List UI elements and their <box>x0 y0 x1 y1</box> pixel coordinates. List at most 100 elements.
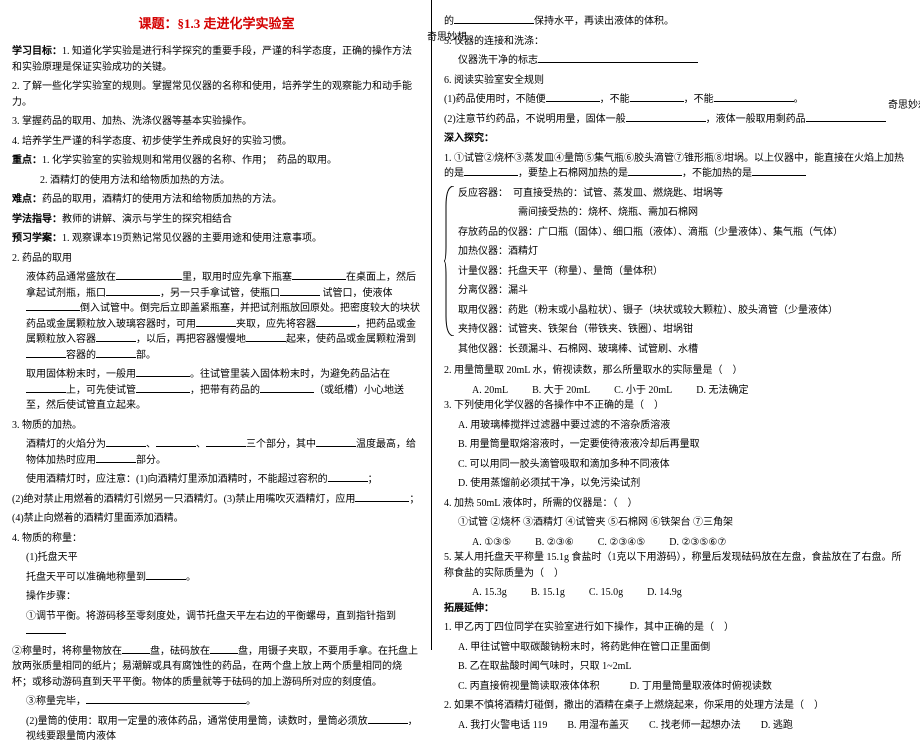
method-label: 学法指导： <box>12 214 62 225</box>
blank[interactable] <box>328 472 368 482</box>
blank[interactable] <box>136 367 190 377</box>
hardpoint-text: 药品的取用，酒精灯的使用方法和给物质加热的方法。 <box>42 194 282 205</box>
blank[interactable] <box>260 383 314 393</box>
brace-l1a: 反应容器： 可直接受热的：试管、蒸发皿、燃烧匙、坩埚等 <box>458 186 910 202</box>
q2d: D. 无法确定 <box>696 383 748 399</box>
blank[interactable] <box>246 332 286 342</box>
s4i-line: ③称量完毕，。 <box>12 694 421 710</box>
e2b: B. 用湿布盖灭 <box>567 720 629 731</box>
q2b: B. 大于 20mL <box>532 383 590 399</box>
blank[interactable] <box>26 383 66 393</box>
brace-l2: 存放药品的仪器：广口瓶（固体）、细口瓶（液体）、滴瓶（少量液体）、集气瓶（气体） <box>458 225 910 241</box>
section-2-body2: 取用固体粉末时，一般用。往试管里装入固体粉末时，为避免药品沾在上，可先使试管，把… <box>12 367 421 414</box>
q4od: D. ②③⑤⑥⑦ <box>669 535 726 551</box>
q4oc: C. ②③④⑤ <box>598 535 646 551</box>
q4a: ①试管 ②烧杯 ③酒精灯 ④试管夹 ⑤石棉网 ⑥铁架台 ⑦三角架 <box>444 515 910 531</box>
blank[interactable] <box>196 317 236 327</box>
s4f: ②称量时，将称量物放在 <box>12 646 122 657</box>
blank[interactable] <box>752 166 806 176</box>
r3b: ，不能 <box>600 94 630 105</box>
blank[interactable] <box>538 53 698 63</box>
s3c: 、 <box>196 439 206 450</box>
blank[interactable] <box>116 270 182 280</box>
s2j: 起来，使药品或金属颗粒滑到 <box>286 334 416 345</box>
s3d: 三个部分，其中 <box>246 439 316 450</box>
s4k-line: (2)量筒的使用：取用一定量的液体药品，通常使用量筒，读数时，量筒必须放，视线要… <box>12 714 421 745</box>
q5: 5. 某人用托盘天平称量 15.1g 食盐时（1克以下用游码），称量后发现砝码放… <box>444 550 910 581</box>
blank[interactable] <box>628 166 682 176</box>
e2c: C. 找老师一起想办法 <box>649 720 741 731</box>
q4-opts: A. ①③⑤ B. ②③⑥ C. ②③④⑤ D. ②③⑤⑥⑦ <box>444 535 910 551</box>
q4: 4. 加热 50mL 液体时，所需的仪器是：（ ） <box>444 496 910 512</box>
blank[interactable] <box>368 714 408 724</box>
blank[interactable] <box>714 92 794 102</box>
s4g: 盘，砝码放在 <box>150 646 210 657</box>
r1-line: 的保持水平，再读出液体的体积。 <box>444 14 910 30</box>
s4c: 。 <box>186 572 196 583</box>
blank[interactable] <box>280 286 320 296</box>
blank[interactable] <box>136 383 190 393</box>
preview-label: 预习学案： <box>12 233 62 244</box>
blank[interactable] <box>355 492 409 502</box>
brace-l6: 取用仪器：药匙（粉末或小晶粒状）、镊子（块状或较大颗粒）、胶头滴管（少量液体） <box>458 303 910 319</box>
blank[interactable] <box>26 301 80 311</box>
blank[interactable] <box>292 270 346 280</box>
blank[interactable] <box>86 694 246 704</box>
blank[interactable] <box>106 286 160 296</box>
blank[interactable] <box>454 14 534 24</box>
e1: 1. 甲乙丙丁四位同学在实验室进行如下操作，其中正确的是（ ） <box>444 620 910 636</box>
e1a: A. 甲往试管中取碳酸钠粉末时，将药匙伸在管口正里面倒 <box>444 640 910 656</box>
blank[interactable] <box>316 317 356 327</box>
goal-2: 2. 了解一些化学实验室的规则。掌握常见仪器的名称和使用，培养学生的观察能力和动… <box>12 79 421 110</box>
s4d: 操作步骤： <box>12 589 421 605</box>
method-text: 教师的讲解、演示与学生的探究相结合 <box>62 214 232 225</box>
brace-icon <box>444 186 456 336</box>
s4k: (2)量筒的使用：取用一定量的液体药品，通常使用量筒，读数时，量筒必须放 <box>26 716 368 727</box>
section-3-body2: 使用酒精灯时，应注意：(1)向酒精灯里添加酒精时，不能超过容积的； <box>12 472 421 488</box>
goals-block: 学习目标：1. 知道化学实验是进行科学探究的重要手段，严谨的科学态度，正确的操作… <box>12 44 421 75</box>
blank[interactable] <box>106 437 146 447</box>
r3e: (2)注意节约药品，不说明用量，固体一般 <box>444 114 626 125</box>
blank[interactable] <box>546 92 600 102</box>
blank[interactable] <box>464 166 518 176</box>
blank[interactable] <box>96 332 136 342</box>
e2: 2. 如果不慎将酒精灯碰倒，撒出的酒精在桌子上燃烧起来，你采用的处理方法是（ ） <box>444 698 910 714</box>
blank[interactable] <box>316 437 356 447</box>
blank[interactable] <box>96 453 136 463</box>
q4oa: A. ①③⑤ <box>472 535 511 551</box>
s2e: 试管口，使液体 <box>323 288 393 299</box>
blank[interactable] <box>156 437 196 447</box>
keypoint-2: 2. 酒精灯的使用方法和给物质加热的方法。 <box>12 173 421 189</box>
s4e: ①调节平衡。将游码移至零刻度处，调节托盘天平左右边的平衡螺母，直到指针指到 <box>26 611 396 622</box>
section-4-head: 4. 物质的称量： <box>12 531 421 547</box>
blank[interactable] <box>26 348 66 358</box>
blank[interactable] <box>210 644 238 654</box>
preview-1: 1. 观察课本19页熟记常见仪器的主要用途和使用注意事项。 <box>62 233 322 244</box>
e1cd: C. 丙直接俯视量筒读取液体体积 D. 丁用量筒量取液体时俯视读数 <box>444 679 910 695</box>
s3j: ； <box>409 494 419 505</box>
blank[interactable] <box>96 348 136 358</box>
q5c: C. 15.0g <box>589 585 623 601</box>
e2d: D. 逃跑 <box>761 720 793 731</box>
blank[interactable] <box>806 112 886 122</box>
q2: 2. 用量筒量取 20mL 水，俯视读数，那么所量取水的实际量是（ ） <box>444 363 910 379</box>
blank[interactable] <box>206 437 246 447</box>
blank[interactable] <box>630 92 684 102</box>
q4ob: B. ②③⑥ <box>535 535 574 551</box>
blank[interactable] <box>626 112 706 122</box>
r3e-line: (2)注意节约药品，不说明用量，固体一般，液体一般取用剩药品 <box>444 112 910 128</box>
page: 课题：§1.3 走进化学实验室 学习目标：1. 知道化学实验是进行科学探究的重要… <box>0 0 920 650</box>
s2i: ，以后，再把容器慢慢地 <box>136 334 246 345</box>
s3g: 使用酒精灯时，应注意：(1)向酒精灯里添加酒精时，不能超过容积的 <box>26 474 328 485</box>
blank[interactable] <box>146 570 186 580</box>
r2: 5. 仪器的连接和洗涤： <box>444 34 910 50</box>
r3a-line: (1)药品使用时，不随便，不能，不能。 <box>444 92 910 108</box>
q2c: C. 小于 20mL <box>614 383 672 399</box>
blank[interactable] <box>122 644 150 654</box>
s4j: 。 <box>246 696 256 707</box>
s2r: ，然后使试管直立起来。 <box>36 400 146 411</box>
lesson-title: 课题：§1.3 走进化学实验室 <box>12 14 421 34</box>
blank[interactable] <box>26 624 66 634</box>
e1c: C. 丙直接俯视量筒读取液体体积 <box>458 681 600 692</box>
brace-l4: 计量仪器：托盘天平（称量）、量筒（量体积） <box>458 264 910 280</box>
